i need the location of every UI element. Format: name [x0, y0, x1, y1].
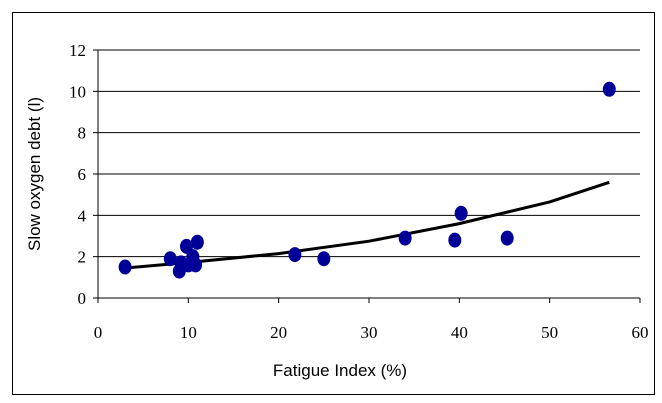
x-tick-label-50: 50 [541, 323, 558, 342]
y-tick-label-2: 2 [78, 248, 87, 267]
data-point-8 [189, 257, 203, 273]
x-axis-label: Fatigue Index (%) [273, 361, 407, 380]
data-point-11 [317, 251, 331, 267]
y-tick-label-4: 4 [78, 206, 87, 225]
data-point-14 [454, 205, 468, 221]
data-point-9 [190, 234, 204, 250]
y-tick-label-12: 12 [69, 41, 86, 60]
x-tick-label-20: 20 [270, 323, 287, 342]
axes [93, 49, 641, 303]
x-tick-label-30: 30 [361, 323, 378, 342]
data-point-12 [398, 230, 412, 246]
y-tick-label-0: 0 [78, 289, 87, 308]
x-tick-label-40: 40 [451, 323, 468, 342]
data-point-16 [602, 81, 616, 97]
x-tick-label-0: 0 [94, 323, 103, 342]
x-tick-label-10: 10 [180, 323, 197, 342]
x-tick-label-60: 60 [632, 323, 649, 342]
y-tick-label-6: 6 [78, 165, 87, 184]
data-point-15 [500, 230, 514, 246]
data-point-10 [288, 247, 302, 263]
data-points [118, 81, 616, 279]
y-tick-label-10: 10 [69, 82, 86, 101]
y-tick-label-8: 8 [78, 124, 87, 143]
data-point-1 [118, 259, 132, 275]
x-tick-labels: 0 10 20 30 40 50 60 [94, 323, 649, 342]
data-point-2 [163, 251, 177, 267]
y-tick-labels: 0 2 4 6 8 10 12 [69, 41, 87, 308]
y-axis-label: Slow oxygen debt (l) [25, 97, 44, 251]
data-point-13 [448, 232, 462, 248]
gridlines [98, 49, 640, 258]
